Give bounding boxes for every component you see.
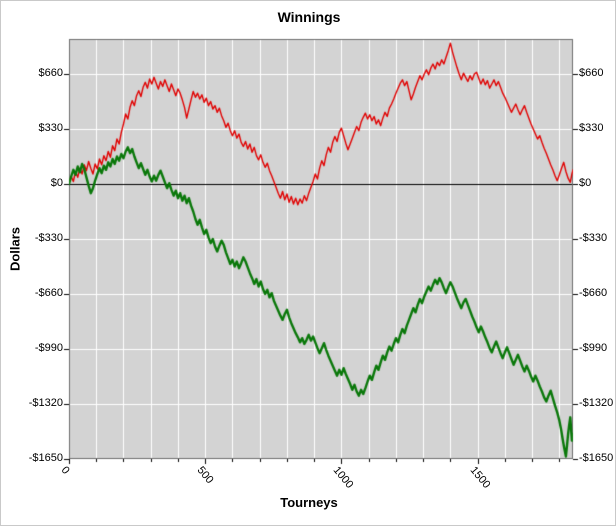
y-axis-tick-label-right: -$990 bbox=[579, 342, 608, 354]
y-axis-tick-label-right: $0 bbox=[579, 177, 592, 189]
y-axis-tick-label-left: $330 bbox=[38, 122, 63, 134]
y-axis-tick-label-right: $660 bbox=[579, 67, 604, 79]
y-axis-tick-label-left: -$1650 bbox=[28, 452, 63, 464]
chart-title: Winnings bbox=[277, 9, 341, 25]
y-axis-tick-label-right: -$1320 bbox=[579, 397, 614, 409]
y-axis-tick-label-right: -$1650 bbox=[579, 452, 614, 464]
y-axis-tick-label-right: $330 bbox=[579, 122, 604, 134]
y-axis-tick-label-left: -$1320 bbox=[28, 397, 63, 409]
y-axis-tick-label-left: -$330 bbox=[34, 232, 63, 244]
y-axis-tick-label-left: $660 bbox=[38, 67, 63, 79]
y-axis-tick-label-left: $0 bbox=[50, 177, 63, 189]
x-axis-title: Tourneys bbox=[280, 495, 338, 510]
y-axis-tick-label-right: -$330 bbox=[579, 232, 608, 244]
y-axis-tick-label-left: -$660 bbox=[34, 287, 63, 299]
y-axis-tick-label-left: -$990 bbox=[34, 342, 63, 354]
y-axis-tick-label-right: -$660 bbox=[579, 287, 608, 299]
